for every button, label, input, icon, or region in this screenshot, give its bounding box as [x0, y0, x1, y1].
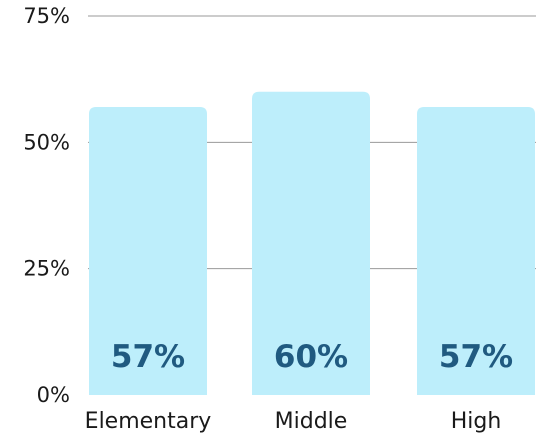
x-tick-label: Elementary	[85, 409, 212, 434]
x-axis-ticks: Elementary Middle High	[85, 409, 502, 434]
data-labels: 57% 60% 57%	[111, 339, 513, 375]
y-tick-label: 75%	[23, 4, 70, 28]
x-tick-label: High	[451, 409, 502, 434]
data-label: 57%	[111, 339, 185, 375]
y-tick-label: 0%	[37, 383, 70, 407]
y-tick-label: 25%	[23, 257, 70, 281]
y-tick-label: 50%	[23, 130, 70, 154]
y-axis-ticks: 0% 25% 50% 75%	[23, 4, 70, 407]
bar-elementary	[89, 106, 207, 396]
bars	[89, 91, 535, 396]
data-label: 60%	[274, 339, 348, 375]
x-tick-label: Middle	[275, 409, 348, 434]
bar-middle	[252, 91, 370, 396]
bar-high	[417, 106, 535, 396]
data-label: 57%	[439, 339, 513, 375]
